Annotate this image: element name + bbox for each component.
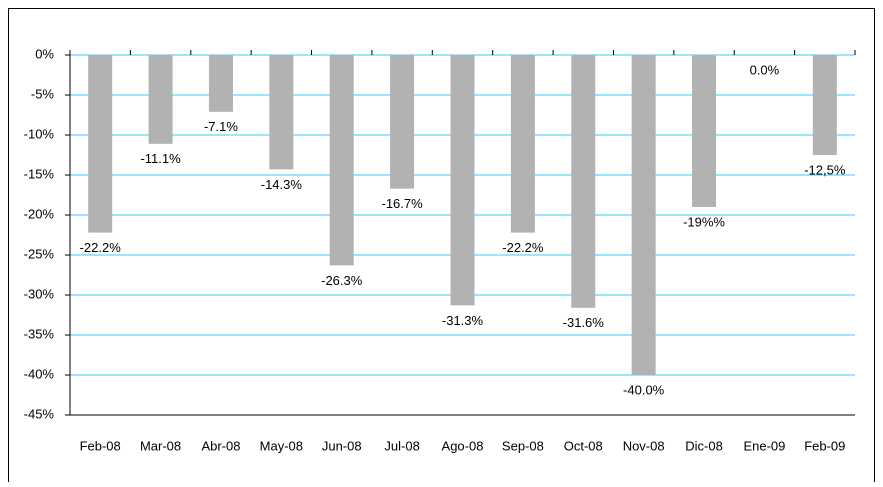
x-tick-label: Jul-08 [384, 438, 419, 453]
bar [571, 55, 596, 308]
bar [692, 55, 717, 207]
bar [510, 55, 535, 233]
y-tick-label: 0% [35, 46, 54, 61]
value-label: -11.1% [140, 151, 181, 166]
bar [631, 55, 656, 375]
x-tick-label: Ene-09 [743, 438, 785, 453]
bar [88, 55, 113, 233]
bar [208, 55, 233, 112]
y-tick-label: -10% [24, 126, 55, 141]
value-label: -14.3% [261, 177, 303, 192]
bar [148, 55, 173, 144]
y-tick-label: -25% [24, 246, 55, 261]
value-label: 0.0% [750, 62, 780, 77]
value-label: -22.2% [502, 240, 544, 255]
y-tick-label: -45% [24, 406, 55, 421]
y-tick-label: -15% [24, 166, 55, 181]
x-tick-label: Ago-08 [442, 438, 484, 453]
bar [269, 55, 294, 170]
value-label: -16.7% [382, 196, 424, 211]
value-label: -31.6% [563, 315, 605, 330]
value-label: -12,5% [804, 162, 846, 177]
y-tick-label: -5% [31, 86, 55, 101]
x-tick-label: Feb-08 [80, 438, 121, 453]
bar [390, 55, 415, 189]
x-tick-label: Dic-08 [685, 438, 723, 453]
x-tick-label: May-08 [260, 438, 303, 453]
value-label: -7.1% [204, 119, 238, 134]
y-tick-label: -30% [24, 286, 55, 301]
y-tick-label: -35% [24, 326, 55, 341]
bar [329, 55, 354, 266]
x-tick-label: Feb-09 [804, 438, 845, 453]
x-tick-label: Nov-08 [623, 438, 665, 453]
x-tick-label: Sep-08 [502, 438, 544, 453]
y-tick-label: -40% [24, 366, 55, 381]
x-tick-label: Jun-08 [322, 438, 362, 453]
value-label: -22.2% [80, 240, 122, 255]
value-label: -19%% [683, 214, 725, 229]
y-tick-label: -20% [24, 206, 55, 221]
bar [812, 55, 837, 155]
value-label: -26.3% [321, 273, 363, 288]
chart-frame [8, 8, 875, 487]
value-label: -40.0% [623, 382, 665, 397]
x-tick-label: Abr-08 [201, 438, 240, 453]
value-label: -31.3% [442, 313, 484, 328]
bar [450, 55, 475, 306]
x-tick-label: Mar-08 [140, 438, 181, 453]
x-tick-label: Oct-08 [564, 438, 603, 453]
